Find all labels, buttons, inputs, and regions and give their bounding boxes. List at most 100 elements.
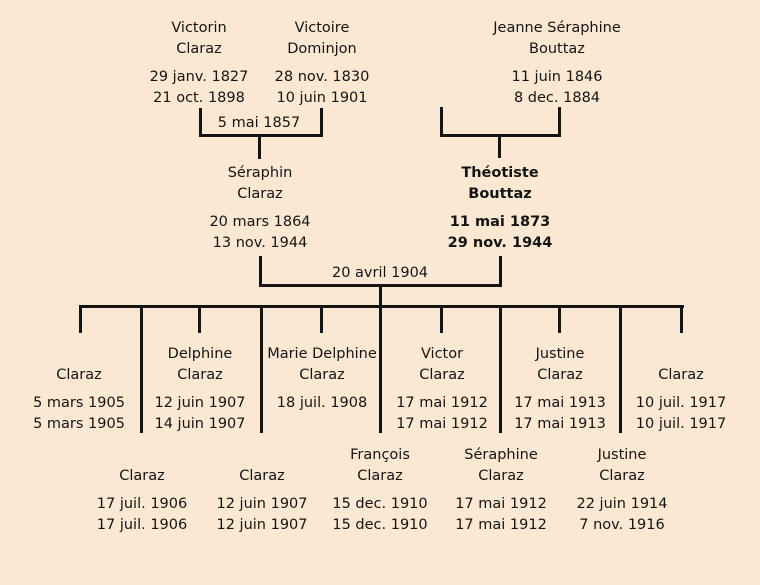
person-death-date: 17 mai 1913 — [514, 416, 606, 432]
person-last-name: Bouttaz — [468, 186, 532, 202]
marriage-bracket-line — [440, 134, 561, 137]
descent-line — [198, 305, 201, 333]
person-birth-date: 17 mai 1912 — [396, 395, 488, 411]
person-victoire-dominjon: Victoire Dominjon 28 nov. 1830 10 juin 1… — [247, 18, 397, 109]
person-birth-date: 12 juin 1907 — [154, 395, 246, 411]
person-victorin-claraz: Victorin Claraz 29 janv. 1827 21 oct. 18… — [124, 18, 274, 109]
person-birth-date: 11 juin 1846 — [511, 69, 603, 85]
person-death-date: 29 nov. 1944 — [447, 235, 553, 251]
person-first-name: Jeanne Séraphine — [493, 20, 621, 36]
person-first-name — [606, 344, 756, 365]
marriage-bracket-line — [199, 108, 202, 137]
descent-line — [79, 305, 82, 333]
person-seraphin-claraz: Séraphin Claraz 20 mars 1864 13 nov. 194… — [185, 163, 335, 254]
marriage-bracket-line — [259, 256, 262, 287]
person-death-date: 10 juin 1901 — [276, 90, 368, 106]
person-last-name: Claraz — [419, 367, 465, 383]
descent-line — [260, 305, 263, 433]
person-child-claraz-1906: Claraz 17 juil. 1906 17 juil. 1906 — [67, 445, 217, 536]
descent-line — [498, 137, 501, 158]
person-death-date: 10 juil. 1917 — [635, 416, 727, 432]
person-child-claraz-1917: Claraz 10 juil. 1917 10 juil. 1917 — [606, 344, 756, 435]
person-child-claraz-1907: Claraz 12 juin 1907 12 juin 1907 — [187, 445, 337, 536]
person-birth-date: 10 juil. 1917 — [635, 395, 727, 411]
descent-line — [440, 305, 443, 333]
person-last-name: Claraz — [176, 41, 222, 57]
person-last-name: Claraz — [237, 186, 283, 202]
person-first-name: Victorin — [171, 20, 227, 36]
person-first-name: Marie Delphine — [267, 346, 377, 362]
person-jeanne-seraphine-bouttaz: Jeanne Séraphine Bouttaz 11 juin 1846 8 … — [482, 18, 632, 109]
person-last-name: Claraz — [658, 367, 704, 383]
person-death-date: 17 mai 1912 — [396, 416, 488, 432]
person-death-date: 17 juil. 1906 — [96, 517, 188, 533]
person-last-name: Claraz — [119, 468, 165, 484]
person-francois-claraz: François Claraz 15 dec. 1910 15 dec. 191… — [305, 445, 455, 536]
person-death-date: 8 dec. 1884 — [513, 90, 601, 106]
person-birth-date: 12 juin 1907 — [216, 496, 308, 512]
person-justine-claraz-1913: Justine Claraz 17 mai 1913 17 mai 1913 — [485, 344, 635, 435]
person-death-date: 21 oct. 1898 — [153, 90, 245, 106]
person-last-name: Claraz — [177, 367, 223, 383]
descent-line — [558, 305, 561, 333]
person-birth-date: 29 janv. 1827 — [149, 69, 249, 85]
descent-line — [680, 305, 683, 333]
person-child-claraz-1905: Claraz 5 mars 1905 5 mars 1905 — [4, 344, 154, 435]
person-birth-date: 17 mai 1912 — [455, 496, 547, 512]
person-first-name: François — [350, 447, 410, 463]
person-first-name: Justine — [597, 447, 647, 463]
person-last-name: Claraz — [478, 468, 524, 484]
marriage-date-label: 20 avril 1904 — [331, 265, 429, 281]
marriage-bracket-line — [320, 108, 323, 137]
person-first-name: Victor — [420, 346, 464, 362]
person-birth-date: 17 juil. 1906 — [96, 496, 188, 512]
person-death-date: 14 juin 1907 — [154, 416, 246, 432]
descent-line — [320, 305, 323, 333]
marriage-date-label: 5 mai 1857 — [217, 115, 301, 131]
person-victor-claraz: Victor Claraz 17 mai 1912 17 mai 1912 — [367, 344, 517, 435]
person-birth-date: 15 dec. 1910 — [332, 496, 428, 512]
person-first-name: Justine — [535, 346, 585, 362]
person-birth-date: 18 juil. 1908 — [276, 395, 368, 411]
person-death-date: 17 mai 1912 — [455, 517, 547, 533]
marriage-bracket-line — [440, 107, 443, 137]
marriage-bracket-line — [558, 107, 561, 137]
person-last-name: Dominjon — [287, 41, 357, 57]
marriage-bracket-line — [199, 134, 323, 137]
marriage-bracket-line — [499, 256, 502, 287]
descent-line — [499, 305, 502, 433]
person-last-name: Claraz — [357, 468, 403, 484]
person-last-name: Claraz — [537, 367, 583, 383]
person-first-name: Séraphin — [227, 165, 293, 181]
descent-line — [258, 137, 261, 159]
person-justine-claraz-1914: Justine Claraz 22 juin 1914 7 nov. 1916 — [547, 445, 697, 536]
person-last-name: Claraz — [599, 468, 645, 484]
person-birth-date: 11 mai 1873 — [449, 214, 551, 230]
person-birth-date: 20 mars 1864 — [209, 214, 311, 230]
person-death-date: 13 nov. 1944 — [212, 235, 308, 251]
descent-line — [140, 305, 143, 433]
person-delphine-claraz: Delphine Claraz 12 juin 1907 14 juin 190… — [125, 344, 275, 435]
person-marie-delphine-claraz: Marie Delphine Claraz 18 juil. 1908 — [247, 344, 397, 435]
person-birth-date: 5 mars 1905 — [33, 395, 125, 411]
person-first-name: Victoire — [294, 20, 350, 36]
person-last-name: Claraz — [239, 468, 285, 484]
descent-line — [379, 287, 382, 433]
person-birth-date: 22 juin 1914 — [576, 496, 668, 512]
descent-line — [619, 305, 622, 433]
person-death-date: 12 juin 1907 — [216, 517, 308, 533]
person-last-name: Claraz — [56, 367, 102, 383]
person-last-name: Claraz — [299, 367, 345, 383]
marriage-bracket-line — [259, 284, 502, 287]
person-first-name: Séraphine — [464, 447, 538, 463]
person-birth-date: 17 mai 1913 — [514, 395, 606, 411]
person-last-name: Bouttaz — [529, 41, 585, 57]
person-birth-date: 28 nov. 1830 — [274, 69, 370, 85]
person-first-name: Delphine — [167, 346, 233, 362]
person-first-name: Théotiste — [461, 165, 539, 181]
person-death-date: 5 mars 1905 — [33, 416, 125, 432]
person-death-date: 7 nov. 1916 — [579, 517, 665, 533]
person-seraphine-claraz: Séraphine Claraz 17 mai 1912 17 mai 1912 — [426, 445, 576, 536]
person-theotiste-bouttaz: Théotiste Bouttaz 11 mai 1873 29 nov. 19… — [425, 163, 575, 254]
